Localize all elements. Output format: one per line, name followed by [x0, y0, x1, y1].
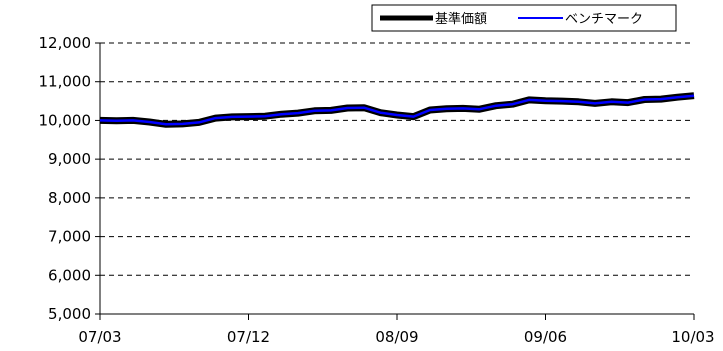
y-tick-label: 5,000 — [48, 305, 91, 323]
y-tick-label: 10,000 — [39, 111, 92, 129]
series-lines — [99, 92, 695, 128]
y-tick-label: 7,000 — [48, 228, 91, 246]
y-tick-label: 6,000 — [48, 266, 91, 284]
y-tick-label: 9,000 — [48, 150, 91, 168]
plot-area — [100, 43, 694, 314]
x-ticks: 07/03 07/12 08/09 09/06 10/03 — [78, 314, 715, 346]
x-tick-label: 07/03 — [78, 328, 121, 346]
x-tick-label: 10/03 — [671, 328, 714, 346]
y-ticks: 5,000 6,000 7,000 8,000 9,000 10,000 11,000 12,… — [39, 34, 100, 323]
x-tick-label: 07/12 — [227, 328, 270, 346]
y-tick-label: 11,000 — [39, 73, 92, 91]
x-tick-label: 08/09 — [375, 328, 418, 346]
series-line-benchmark — [99, 94, 695, 126]
legend: 基準価額 ベンチマーク — [371, 4, 677, 32]
y-tick-label: 12,000 — [39, 34, 92, 52]
y-tick-label: 8,000 — [48, 189, 91, 207]
legend-label-nav: 基準価額 — [435, 11, 487, 27]
legend-label-benchmark: ベンチマーク — [565, 12, 643, 27]
x-tick-label: 09/06 — [524, 328, 567, 346]
